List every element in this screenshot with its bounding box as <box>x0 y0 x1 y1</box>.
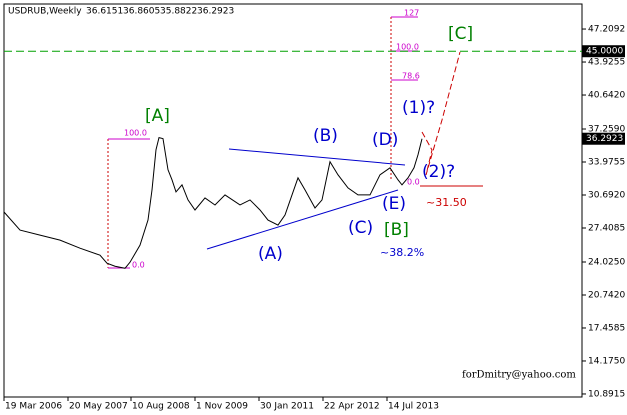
wave-label: [C] <box>448 24 473 44</box>
ohlc-low: 35.8822 <box>160 7 197 17</box>
ohlc-high: 36.8605 <box>123 7 160 17</box>
wave-label: [A] <box>145 106 170 126</box>
y-tick-label: 17.4585 <box>588 323 625 333</box>
wave-label: (D) <box>372 130 398 150</box>
y-tick-label: 24.0250 <box>588 257 625 267</box>
level-tag <box>582 45 625 58</box>
wave-label: (A) <box>258 244 283 264</box>
x-tick-label: 10 Aug 2008 <box>132 402 190 412</box>
y-tick-label: 37.2590 <box>588 125 625 135</box>
fib-label: 78.6 <box>402 72 420 81</box>
y-tick-label: 33.9755 <box>588 158 625 168</box>
level-note: ~31.50 <box>426 196 467 209</box>
chart-title: USDRUB,Weekly <box>8 7 82 17</box>
price-tag-label: 36.2923 <box>586 134 623 144</box>
fib-label: 0.0 <box>132 261 145 270</box>
plot-frame <box>3 3 583 398</box>
fib-label: 100.0 <box>124 129 147 138</box>
wave-label: (1)? <box>402 98 435 118</box>
price-line <box>3 137 423 269</box>
price-tag <box>582 132 625 145</box>
x-tick-label: 22 Apr 2012 <box>324 402 380 412</box>
x-tick-label: 14 Jul 2013 <box>388 402 439 412</box>
y-tick-label: 43.9255 <box>588 58 625 68</box>
fib-label: 127 <box>404 9 419 18</box>
y-tick-label: 30.6920 <box>588 191 625 201</box>
x-tick-label: 30 Jan 2011 <box>260 402 314 412</box>
ohlc-open: 36.6151 <box>86 7 123 17</box>
wave-label: [B] <box>384 220 409 240</box>
level-tag-label: 45.0000 <box>586 47 623 57</box>
watermark: forDmitry@yahoo.com <box>462 370 576 381</box>
x-tick-label: 19 Mar 2006 <box>5 402 62 412</box>
wave-label: (E) <box>382 194 406 214</box>
fib-label: 100.0 <box>396 43 419 52</box>
wave-label: (B) <box>313 126 338 146</box>
x-tick-label: 20 May 2007 <box>69 402 128 412</box>
ohlc-close: 36.2923 <box>197 7 234 17</box>
annotation-lines <box>107 16 483 269</box>
y-tick-label: 47.2092 <box>588 25 625 35</box>
wave-label: (C) <box>348 218 373 238</box>
wave-label: (2)? <box>422 162 455 182</box>
y-tick-label: 27.4085 <box>588 223 625 233</box>
y-tick-label: 14.1750 <box>588 356 625 366</box>
y-tick-label: 10.8915 <box>588 389 625 399</box>
y-tick-label: 40.6420 <box>588 91 625 101</box>
y-tick-label: 20.7420 <box>588 290 625 300</box>
x-tick-label: 1 Nov 2009 <box>196 402 248 412</box>
fib-note: ~38.2% <box>380 246 424 259</box>
fib-label: 0.0 <box>407 178 420 187</box>
